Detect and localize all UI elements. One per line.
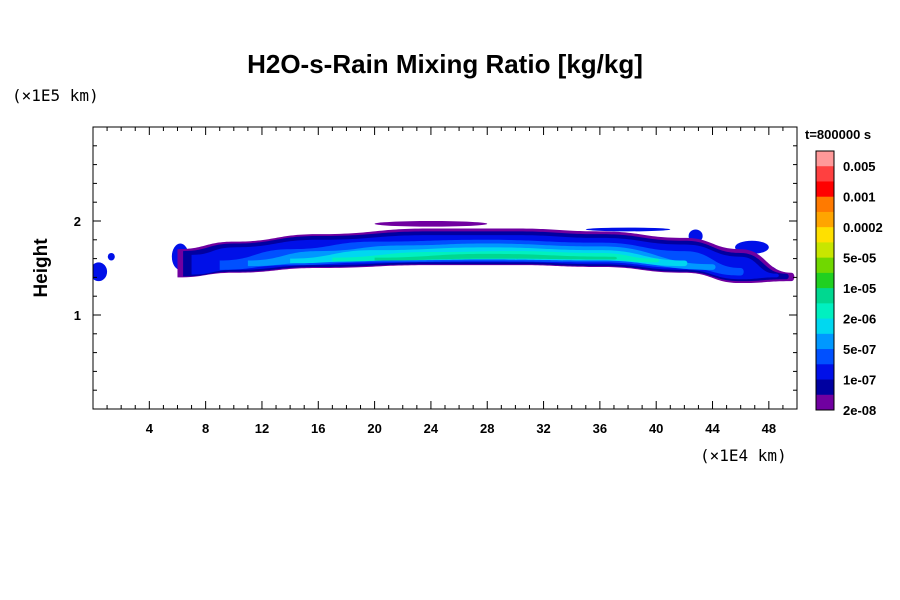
colorbar-label: 5e-07 bbox=[843, 342, 876, 357]
colorbar-swatch bbox=[816, 227, 834, 243]
colorbar-swatch bbox=[816, 288, 834, 304]
colorbar-swatch bbox=[816, 333, 834, 350]
contour-blob bbox=[107, 252, 115, 261]
colorbar-swatch bbox=[816, 364, 834, 381]
x-tick-label: 16 bbox=[311, 421, 325, 436]
contour-blob bbox=[93, 262, 108, 282]
y-axis-label: Height bbox=[31, 238, 52, 298]
colorbar-label: 0.0002 bbox=[843, 220, 883, 235]
colorbar-swatch bbox=[816, 318, 834, 335]
colorbar-label: 0.001 bbox=[843, 190, 876, 205]
colorbar-swatch bbox=[816, 349, 834, 365]
colorbar-swatch bbox=[816, 379, 834, 396]
y-scale-unit: (×1E5 km) bbox=[12, 86, 99, 105]
contour-fill bbox=[93, 221, 795, 284]
chart-title: H2O-s-Rain Mixing Ratio [kg/kg] bbox=[247, 49, 643, 79]
colorbar-swatch bbox=[816, 181, 834, 198]
x-tick-label: 36 bbox=[593, 421, 607, 436]
x-tick-label: 8 bbox=[202, 421, 209, 436]
x-tick-label: 20 bbox=[367, 421, 381, 436]
colorbar-swatch bbox=[816, 151, 834, 167]
colorbar-label: 2e-06 bbox=[843, 312, 876, 327]
colorbar-swatch bbox=[816, 257, 834, 274]
x-tick-label: 24 bbox=[424, 421, 439, 436]
x-tick-label: 32 bbox=[536, 421, 550, 436]
colorbar-swatch bbox=[816, 303, 834, 320]
colorbar-label: 1e-05 bbox=[843, 281, 876, 296]
x-tick-label: 28 bbox=[480, 421, 494, 436]
colorbar: 0.005 0.001 0.0002 5e-05 1e-05 2e-06 5e-07 1e-0… bbox=[815, 150, 883, 418]
x-tick-label: 44 bbox=[705, 421, 720, 436]
colorbar-label: 0.005 bbox=[843, 159, 876, 174]
x-tick-label: 40 bbox=[649, 421, 663, 436]
y-tick-label: 2 bbox=[74, 214, 81, 229]
x-tick-label: 4 bbox=[146, 421, 154, 436]
colorbar-swatch bbox=[816, 272, 834, 289]
colorbar-swatch bbox=[816, 211, 834, 228]
colorbar-label: 2e-08 bbox=[843, 403, 876, 418]
colorbar-swatch bbox=[816, 394, 834, 411]
x-scale-unit: (×1E4 km) bbox=[700, 446, 787, 465]
colorbar-swatch bbox=[816, 196, 834, 213]
x-tick-label: 48 bbox=[762, 421, 776, 436]
colorbar-swatch bbox=[816, 242, 834, 259]
colorbar-label: 1e-07 bbox=[843, 373, 876, 388]
colorbar-label: 5e-05 bbox=[843, 251, 876, 266]
contour-layer bbox=[374, 253, 617, 261]
time-label: t=800000 s bbox=[805, 127, 871, 142]
contour-blob bbox=[585, 227, 671, 232]
x-tick-label: 12 bbox=[255, 421, 269, 436]
contour-blob bbox=[374, 221, 488, 227]
colorbar-swatch bbox=[816, 166, 834, 182]
colorbar-frame bbox=[815, 150, 835, 411]
y-tick-label: 1 bbox=[74, 308, 81, 323]
